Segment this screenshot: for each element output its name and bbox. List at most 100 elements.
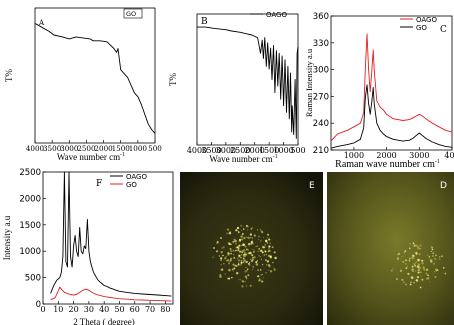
particle [221,247,223,249]
y-tick-label: 500 [25,274,41,284]
particle [227,252,230,255]
particle [258,248,261,250]
series-line-OAGO [50,171,172,297]
particle [241,285,244,288]
particle [264,245,266,247]
particle [263,254,265,256]
particle [219,273,222,276]
particle [250,242,252,245]
particle [242,239,243,241]
y-tick-label: 2500 [19,168,41,178]
photo-label: E [309,181,315,191]
particle [245,267,247,268]
particle [246,278,248,280]
y-tick-label: 1000 [19,247,41,257]
particle [405,259,407,262]
particle [265,272,267,274]
particle [266,260,270,263]
particle [247,236,250,239]
particle [256,245,258,247]
particle [412,254,415,258]
particle [415,251,418,255]
particle [263,277,265,279]
particle [414,262,417,264]
x-tick-label: 60 [130,305,140,314]
particle [420,275,422,277]
particle [265,253,268,256]
particle [258,235,260,238]
particle [238,238,242,242]
particle [411,268,414,271]
particle [237,247,240,249]
particle [265,259,267,262]
particle [425,268,429,272]
particle [220,263,222,265]
y-tick-label: 270 [313,92,329,102]
particle [247,249,249,251]
particle [266,242,269,244]
legend: GO [123,8,143,19]
particle [229,248,232,250]
legend-label: GO [126,181,137,189]
particle [261,230,264,234]
particle [252,258,254,260]
particle [240,253,243,256]
particle [407,260,409,262]
particle [237,231,240,234]
particle [237,248,240,252]
particle [415,266,417,268]
particle [243,236,246,240]
particle [230,257,232,260]
legend-label: OAGO [266,11,287,19]
series-line-OAGO [197,26,299,139]
x-tick-label: 80 [160,305,170,314]
particle [256,260,258,262]
particle [412,242,415,245]
particle [244,280,246,283]
particle [426,276,430,280]
x-tick-label: 30 [84,305,94,314]
particle [259,256,261,258]
x-tick-label: 3500 [43,144,62,153]
particle [431,248,434,251]
particle [426,254,429,256]
legend-label: OAGO [416,16,437,24]
y-axis-label: T% [168,73,178,86]
x-tick-label: 0 [40,305,45,314]
particle [391,270,393,272]
particle [430,260,433,263]
particle [417,269,419,272]
particle [265,264,268,266]
particle [413,244,416,247]
particle [419,286,422,289]
photo-label: D [440,181,447,191]
particle [417,271,420,274]
particle [241,233,244,235]
particle [406,266,408,268]
x-axis-label: 2 Theta ( degree) [73,317,135,325]
y-tick-label: 330 [313,39,329,49]
particle [234,239,237,243]
particle [273,251,276,254]
particle [219,257,223,260]
particle [246,268,249,270]
particle [418,263,421,266]
particle [255,261,258,264]
x-tick-label: 1500 [259,146,279,155]
particle [252,268,254,270]
particle [233,256,236,259]
particle [267,237,269,239]
particle [215,250,219,253]
particle [398,253,400,255]
particle [240,261,243,264]
particle [268,245,271,248]
particle [268,238,271,241]
particle [250,259,251,261]
particle [253,249,255,251]
particle [236,272,239,275]
particle [255,263,259,266]
particle [230,252,232,255]
